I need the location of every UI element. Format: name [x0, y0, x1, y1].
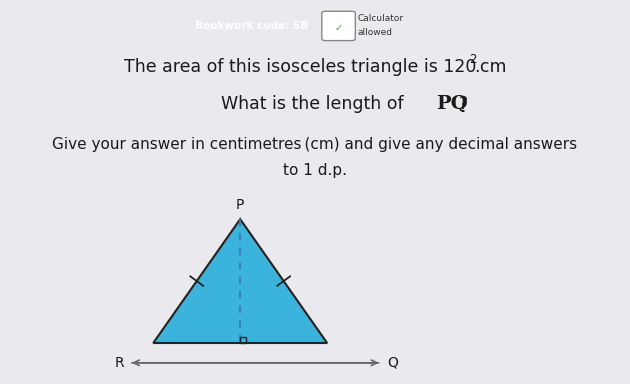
- Text: Bookwork code: 5B: Bookwork code: 5B: [195, 21, 309, 31]
- Text: R: R: [115, 356, 124, 370]
- Text: ✓: ✓: [335, 23, 343, 33]
- Text: What is the length of: What is the length of: [221, 95, 409, 113]
- Text: 2: 2: [469, 53, 477, 66]
- Text: The area of this isosceles triangle is 120 cm: The area of this isosceles triangle is 1…: [123, 58, 507, 76]
- FancyBboxPatch shape: [322, 11, 355, 41]
- Text: Calculator: Calculator: [358, 14, 404, 23]
- Polygon shape: [153, 219, 327, 343]
- Text: to 1 d.p.: to 1 d.p.: [283, 163, 347, 179]
- Text: Give your answer in centimetres (cm) and give any decimal answers: Give your answer in centimetres (cm) and…: [52, 136, 578, 152]
- Text: Q: Q: [387, 356, 398, 370]
- Text: .: .: [474, 58, 479, 76]
- Text: P: P: [236, 198, 244, 212]
- Text: PQ: PQ: [437, 95, 468, 113]
- Text: ?: ?: [459, 95, 467, 113]
- Text: allowed: allowed: [358, 28, 393, 37]
